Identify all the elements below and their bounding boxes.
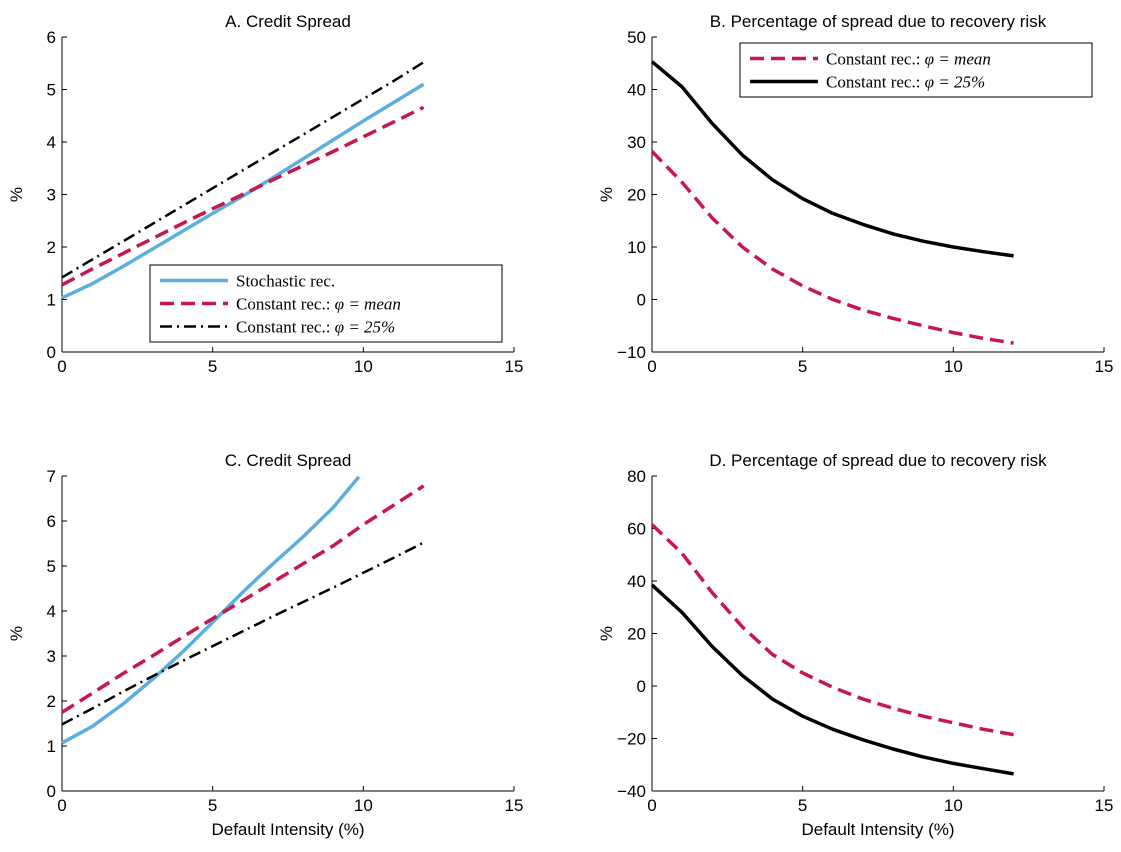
y-tick-label: 1	[47, 737, 56, 756]
y-tick-label: 1	[47, 291, 56, 310]
y-tick-label: 80	[627, 467, 646, 486]
y-tick-label: 20	[627, 186, 646, 205]
panel-b: B. Percentage of spread due to recovery …	[597, 12, 1113, 376]
y-tick-label: 5	[47, 557, 56, 576]
series-line-solid	[650, 583, 1014, 776]
series-line-dashdot	[61, 61, 425, 279]
legend-entry-label: Constant rec.: φ = mean	[236, 295, 401, 314]
series-line-dashdot	[61, 541, 425, 726]
y-tick-label: 0	[637, 677, 646, 696]
y-tick-label: 60	[627, 520, 646, 539]
y-tick-label: −40	[617, 782, 646, 801]
y-tick-label: 20	[627, 625, 646, 644]
y-tick-label: 50	[627, 28, 646, 47]
y-tick-label: 40	[627, 81, 646, 100]
series-line-dashed	[61, 105, 425, 287]
panel-d: D. Percentage of spread due to recovery …	[597, 451, 1113, 839]
y-tick-label: 0	[47, 782, 56, 801]
x-tick-label: 0	[647, 357, 656, 376]
panel-c: C. Credit Spread 0 5 10 15 0 1 2 3 4 5 6 7% Default I…	[7, 451, 523, 839]
legend-entry-label: Stochastic rec.	[236, 272, 335, 291]
series-line-dashed	[650, 150, 1014, 345]
y-axis-label: %	[7, 187, 26, 202]
x-tick-label: 15	[505, 796, 524, 815]
y-tick-label: 5	[47, 81, 56, 100]
legend: Stochastic rec. Constant rec.: φ = mean Co…	[149, 264, 503, 343]
panel-a: A. Credit Spread 0 5 10 15 0 1 2 3 4 5 6% Stochastic…	[7, 12, 523, 376]
series-line-dashed	[650, 523, 1014, 737]
y-tick-label: 2	[47, 238, 56, 257]
legend-box	[739, 42, 1093, 98]
legend-entry-label: Constant rec.: φ = 25%	[826, 73, 985, 92]
y-tick-label: 30	[627, 133, 646, 152]
y-tick-label: 0	[637, 291, 646, 310]
y-tick-label: 3	[47, 647, 56, 666]
x-axis-label: Default Intensity (%)	[211, 820, 364, 839]
x-tick-label: 5	[798, 796, 807, 815]
x-tick-label: 5	[208, 796, 217, 815]
y-tick-label: −20	[617, 730, 646, 749]
x-tick-label: 5	[208, 357, 217, 376]
series-line-solid	[61, 475, 361, 745]
x-tick-label: 0	[57, 357, 66, 376]
x-tick-label: 10	[944, 357, 963, 376]
legend: Constant rec.: φ = mean Constant rec.: φ …	[739, 42, 1093, 98]
panel-title: C. Credit Spread	[225, 451, 352, 470]
x-tick-label: 5	[798, 357, 807, 376]
y-tick-label: −10	[617, 343, 646, 362]
y-axis-label: %	[7, 626, 26, 641]
x-axis-label: Default Intensity (%)	[801, 820, 954, 839]
panel-title: B. Percentage of spread due to recovery …	[710, 12, 1047, 31]
series-line-dashed	[61, 484, 425, 714]
y-tick-label: 3	[47, 186, 56, 205]
x-tick-label: 10	[944, 796, 963, 815]
y-tick-label: 0	[47, 343, 56, 362]
y-tick-label: 40	[627, 572, 646, 591]
series-line-solid	[650, 60, 1014, 258]
y-tick-label: 10	[627, 238, 646, 257]
y-tick-label: 7	[47, 467, 56, 486]
x-tick-label: 15	[505, 357, 524, 376]
x-tick-label: 0	[647, 796, 656, 815]
x-tick-label: 0	[57, 796, 66, 815]
x-tick-label: 10	[354, 796, 373, 815]
x-tick-label: 10	[354, 357, 373, 376]
legend-entry-label: Constant rec.: φ = mean	[826, 50, 991, 69]
y-tick-label: 4	[47, 133, 56, 152]
legend-entry-label: Constant rec.: φ = 25%	[236, 318, 395, 337]
y-axis-label: %	[597, 187, 616, 202]
panel-title: D. Percentage of spread due to recovery …	[709, 451, 1047, 470]
y-tick-label: 4	[47, 602, 56, 621]
panel-title: A. Credit Spread	[225, 12, 351, 31]
y-axis-label: %	[597, 626, 616, 641]
x-tick-label: 15	[1095, 796, 1114, 815]
x-tick-label: 15	[1095, 357, 1114, 376]
y-tick-label: 6	[47, 28, 56, 47]
y-tick-label: 2	[47, 692, 56, 711]
y-tick-label: 6	[47, 512, 56, 531]
